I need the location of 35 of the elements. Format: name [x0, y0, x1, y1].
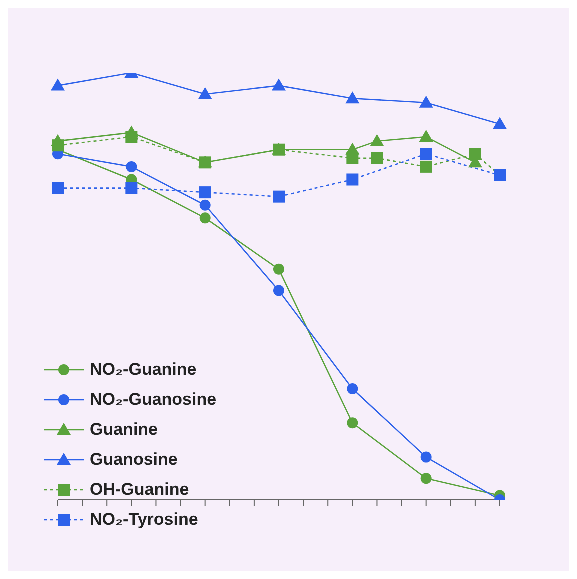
point [419, 96, 434, 108]
point [126, 161, 138, 172]
point [420, 473, 432, 484]
point [347, 418, 358, 429]
point [198, 87, 212, 100]
point [346, 152, 359, 164]
point [346, 92, 360, 104]
legend-label: NO₂-Guanine [90, 360, 197, 380]
point [469, 148, 482, 160]
point [274, 264, 284, 275]
point [273, 190, 285, 203]
point [126, 182, 138, 194]
point [493, 117, 507, 130]
point [51, 78, 65, 91]
legend-label: OH-Guanine [90, 480, 190, 500]
point [52, 140, 64, 152]
legend-label: Guanine [90, 420, 158, 440]
point [200, 212, 211, 224]
point [126, 131, 138, 144]
point [200, 200, 211, 211]
point [420, 452, 432, 463]
legend-label: NO₂-Guanosine [90, 390, 217, 410]
point [274, 285, 284, 296]
legend-label: Guanosine [90, 450, 178, 470]
point [420, 160, 432, 173]
point [420, 148, 432, 160]
point [52, 182, 64, 194]
point [272, 78, 286, 91]
point [199, 186, 212, 199]
legend-label: NO₂-Tyrosine [90, 510, 198, 530]
point [370, 134, 384, 146]
point [347, 383, 358, 394]
point [371, 152, 384, 164]
point [346, 174, 359, 186]
point [419, 130, 434, 142]
